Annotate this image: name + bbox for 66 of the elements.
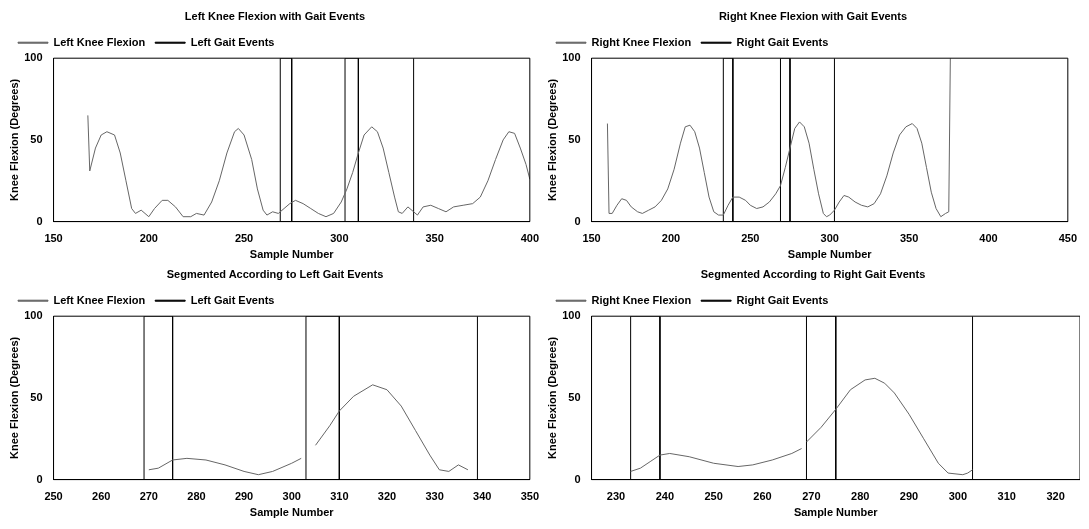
x-tick-label: 290 xyxy=(234,490,254,503)
x-tick-label: 300 xyxy=(282,490,301,503)
y-tick-label: 100 xyxy=(24,51,43,64)
y-axis-title: Knee Flexion (Degrees) xyxy=(7,78,20,202)
x-tick-label: 450 xyxy=(1058,232,1077,245)
x-tick-label: 250 xyxy=(741,232,760,245)
x-tick-label: 280 xyxy=(187,490,206,503)
x-tick-label: 200 xyxy=(661,232,681,245)
x-tick-label: 350 xyxy=(425,232,444,245)
x-tick-label: 250 xyxy=(704,490,723,503)
x-tick-label: 200 xyxy=(139,232,158,245)
x-tick-label: 260 xyxy=(753,490,772,503)
y-tick-label: 0 xyxy=(574,214,581,227)
y-axis-title: Knee Flexion (Degrees) xyxy=(545,78,558,202)
legend-label: Right Gait Events xyxy=(736,293,829,306)
x-tick-label: 310 xyxy=(330,490,349,503)
x-tick-label: 260 xyxy=(92,490,111,503)
x-tick-label: 300 xyxy=(820,232,839,245)
chart-title: Segmented According to Right Gait Events xyxy=(700,267,926,280)
x-axis-title: Sample Number xyxy=(793,506,879,519)
y-tick-label: 50 xyxy=(568,132,581,145)
y-tick-label: 100 xyxy=(24,309,43,322)
y-axis-title: Knee Flexion (Degrees) xyxy=(545,336,558,460)
legend-label: Left Gait Events xyxy=(190,35,275,48)
y-tick-label: 50 xyxy=(30,390,43,403)
chart-title: Segmented According to Left Gait Events xyxy=(166,267,384,280)
x-tick-label: 310 xyxy=(997,490,1016,503)
x-tick-label: 330 xyxy=(425,490,444,503)
legend-label: Left Knee Flexion xyxy=(53,293,146,306)
x-axis-title: Sample Number xyxy=(787,248,873,261)
x-tick-label: 280 xyxy=(851,490,870,503)
x-tick-label: 300 xyxy=(948,490,968,503)
legend-label: Right Knee Flexion xyxy=(591,293,692,306)
x-tick-label: 350 xyxy=(520,490,539,503)
x-tick-label: 270 xyxy=(139,490,158,503)
legend-label: Right Gait Events xyxy=(736,35,829,48)
x-tick-label: 250 xyxy=(234,232,254,245)
x-tick-label: 230 xyxy=(606,490,626,503)
legend-label: Right Knee Flexion xyxy=(591,35,692,48)
legend-label: Left Knee Flexion xyxy=(53,35,146,48)
y-tick-label: 0 xyxy=(36,214,43,227)
x-tick-label: 350 xyxy=(899,232,919,245)
x-axis-title: Sample Number xyxy=(249,248,335,261)
x-tick-label: 290 xyxy=(899,490,919,503)
x-tick-label: 250 xyxy=(44,490,63,503)
y-tick-label: 0 xyxy=(574,472,581,485)
x-tick-label: 270 xyxy=(802,490,821,503)
legend-label: Left Gait Events xyxy=(190,293,275,306)
chart-title: Right Knee Flexion with Gait Events xyxy=(718,9,908,22)
x-tick-label: 400 xyxy=(979,232,998,245)
x-tick-label: 150 xyxy=(44,232,63,245)
x-tick-label: 320 xyxy=(377,490,397,503)
y-tick-label: 100 xyxy=(562,51,581,64)
chart-title: Left Knee Flexion with Gait Events xyxy=(184,9,366,22)
x-tick-label: 320 xyxy=(1046,490,1065,503)
y-tick-label: 100 xyxy=(562,309,581,322)
x-axis-title: Sample Number xyxy=(249,506,335,519)
y-tick-label: 50 xyxy=(30,132,43,145)
y-axis-title: Knee Flexion (Degrees) xyxy=(7,336,20,460)
x-tick-label: 340 xyxy=(473,490,492,503)
y-tick-label: 50 xyxy=(568,390,581,403)
y-tick-label: 0 xyxy=(36,472,43,485)
x-tick-label: 400 xyxy=(520,232,539,245)
x-tick-label: 240 xyxy=(655,490,674,503)
x-tick-label: 150 xyxy=(582,232,601,245)
x-tick-label: 300 xyxy=(330,232,349,245)
